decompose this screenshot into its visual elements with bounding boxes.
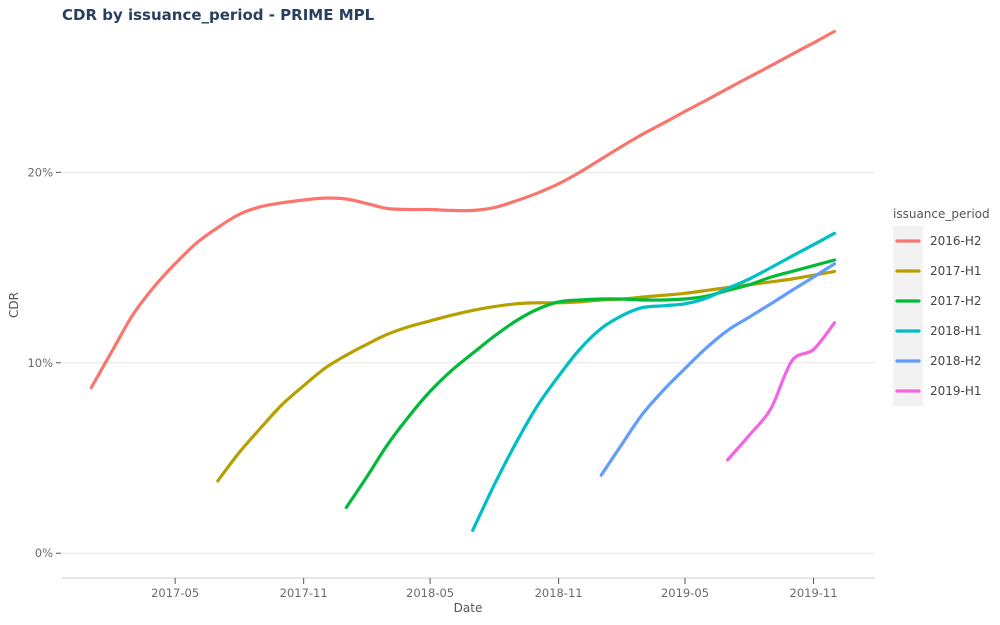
series-group [89, 29, 837, 532]
y-tick-label: 20% [27, 165, 53, 179]
legend-label: 2018-H1 [930, 324, 982, 338]
legend-item-2016-H2: 2016-H2 [893, 226, 982, 256]
series-line-2018-H1 [471, 231, 837, 532]
y-tick-label: 0% [35, 546, 53, 560]
y-tick-label: 10% [27, 356, 53, 370]
legend-item-2018-H2: 2018-H2 [893, 346, 982, 376]
legend-item-2017-H2: 2017-H2 [893, 286, 982, 316]
x-tick-label: 2017-05 [151, 586, 199, 600]
series-line-2016-H2 [89, 29, 837, 390]
legend-item-2017-H1: 2017-H1 [893, 256, 982, 286]
legend-label: 2017-H1 [930, 264, 982, 278]
legend-item-2018-H1: 2018-H1 [893, 316, 982, 346]
gridlines [62, 171, 875, 554]
x-tick-label: 2019-11 [790, 586, 838, 600]
legend: issuance_period 2016-H2 2017-H1 2017-H2 201… [893, 207, 990, 406]
legend-label: 2017-H2 [930, 294, 982, 308]
x-tick-label: 2019-05 [661, 586, 709, 600]
legend-label: 2016-H2 [930, 234, 982, 248]
legend-item-2019-H1: 2019-H1 [893, 376, 982, 406]
series-line-2018-H2 [599, 262, 837, 477]
x-tick-label: 2018-05 [406, 586, 454, 600]
x-axis-title: Date [454, 601, 483, 615]
x-tick-label: 2018-11 [535, 586, 583, 600]
x-tick-label: 2017-11 [280, 586, 328, 600]
legend-label: 2018-H2 [930, 354, 982, 368]
series-line-2017-H2 [344, 258, 837, 510]
chart-title: CDR by issuance_period - PRIME MPL [62, 6, 375, 24]
y-axis-title: CDR [7, 292, 21, 318]
series-line-2019-H1 [726, 321, 837, 462]
x-axis-ticks: 2017-05 2017-11 2018-05 2018-11 2019-05 2019-… [151, 578, 838, 600]
legend-label: 2019-H1 [930, 384, 982, 398]
y-axis-ticks: 0% 10% 20% [27, 165, 61, 560]
series-line-2017-H1 [216, 269, 837, 483]
legend-title: issuance_period [893, 207, 990, 221]
